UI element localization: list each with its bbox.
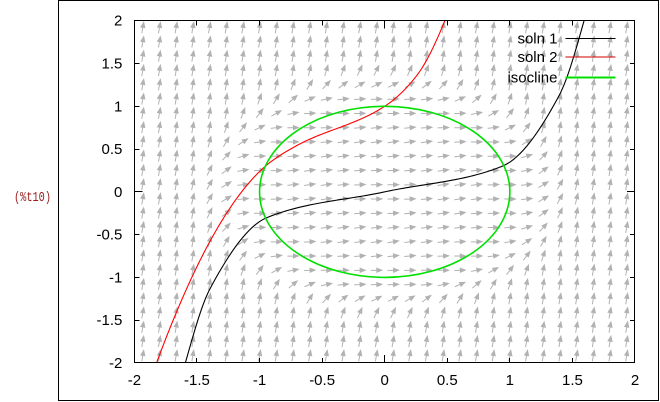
svg-text:1: 1 <box>506 372 514 389</box>
svg-text:0: 0 <box>114 184 122 201</box>
svg-text:0.5: 0.5 <box>437 372 458 389</box>
svg-text:(%t10): (%t10) <box>14 190 51 206</box>
svg-text:2: 2 <box>114 13 122 30</box>
svg-text:-0.5: -0.5 <box>97 227 123 244</box>
svg-text:0: 0 <box>381 372 389 389</box>
svg-text:soln 2: soln 2 <box>517 49 557 66</box>
svg-text:isocline: isocline <box>507 70 557 87</box>
svg-text:-0.5: -0.5 <box>309 372 335 389</box>
svg-text:-1: -1 <box>253 372 266 389</box>
svg-text:1.5: 1.5 <box>562 372 583 389</box>
svg-text:-1.5: -1.5 <box>97 312 123 329</box>
svg-text:1.5: 1.5 <box>102 55 123 72</box>
svg-text:-1: -1 <box>109 269 122 286</box>
svg-text:-1.5: -1.5 <box>184 372 210 389</box>
svg-text:-2: -2 <box>109 355 122 372</box>
svg-text:2: 2 <box>631 372 639 389</box>
svg-text:-2: -2 <box>128 372 141 389</box>
svg-text:soln 1: soln 1 <box>517 31 557 48</box>
svg-text:1: 1 <box>114 98 122 115</box>
svg-text:0.5: 0.5 <box>102 141 123 158</box>
